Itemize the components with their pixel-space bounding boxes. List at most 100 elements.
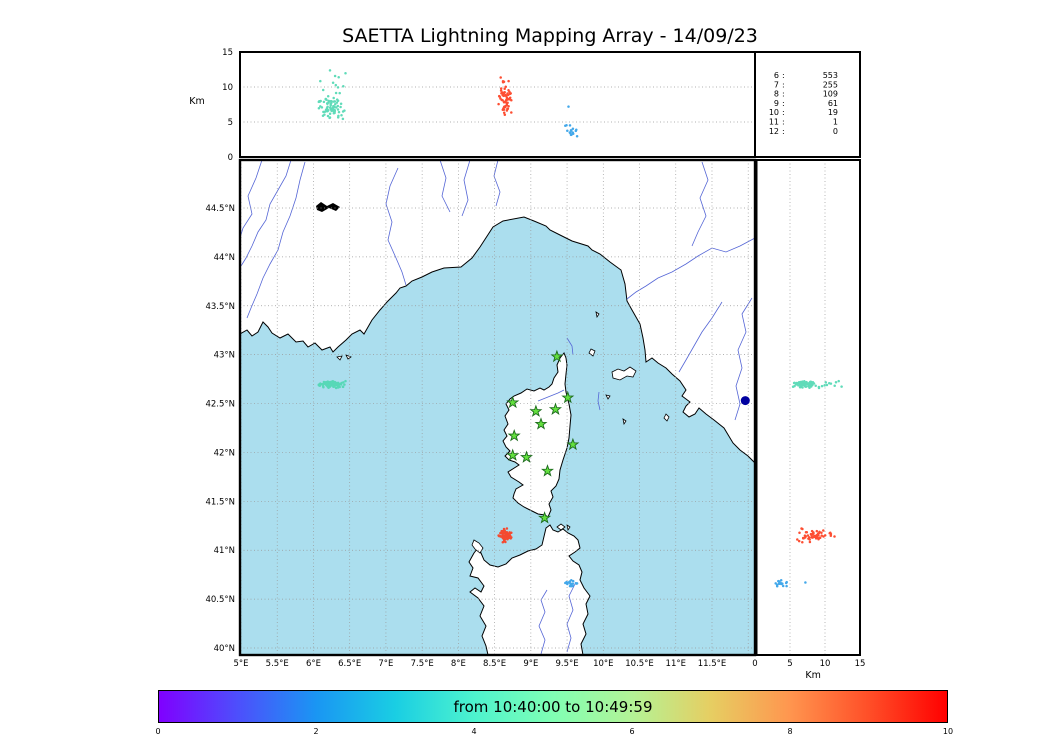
scatter-cell-sardinia [564, 105, 579, 138]
altitude-axis-label-bottom: Km [805, 670, 820, 681]
figure-title: SAETTA Lightning Mapping Array - 14/09/2… [342, 25, 758, 47]
svg-text::: : [782, 127, 785, 136]
scatter-cell-south [497, 76, 513, 116]
svg-text::: : [782, 99, 785, 108]
station-star-icon [561, 390, 575, 404]
latitude-tick-labels: 44.5°N 44°N 43.5°N 43°N 42.5°N 42°N 41.5°N 41°N… [205, 204, 235, 654]
coastline-island [588, 348, 596, 357]
svg-text:61: 61 [828, 99, 838, 108]
lake-shape [316, 202, 340, 212]
svg-text::: : [782, 80, 785, 89]
svg-text::: : [782, 71, 785, 80]
station-star-icon [529, 404, 543, 417]
svg-text:44.5°N: 44.5°N [205, 204, 235, 214]
svg-text:10: 10 [769, 108, 779, 117]
svg-text:553: 553 [823, 71, 838, 80]
svg-text:109: 109 [823, 90, 838, 99]
svg-text:255: 255 [823, 80, 838, 89]
coastline-island [566, 524, 571, 532]
stats-panel-border [754, 51, 861, 158]
scatter-cell-west [317, 69, 347, 121]
svg-text:40.5°N: 40.5°N [205, 595, 235, 605]
altitude-longitude-panel: 15 10 5 0 Km [189, 48, 756, 163]
svg-text:0: 0 [752, 659, 757, 669]
svg-text:44°N: 44°N [214, 253, 235, 263]
station-star-icon [538, 511, 552, 524]
svg-text:0: 0 [228, 153, 233, 163]
svg-text:5°E: 5°E [233, 659, 248, 669]
svg-text:9.5°E: 9.5°E [555, 659, 578, 669]
coastline-island [336, 355, 343, 361]
svg-text:10.5°E: 10.5°E [625, 659, 654, 669]
altitude-axis-label: Km [189, 96, 204, 107]
svg-text:5.5°E: 5.5°E [266, 659, 289, 669]
scatter-cell-west [317, 379, 347, 390]
svg-text:0: 0 [833, 127, 838, 136]
station-star-icon [506, 395, 520, 409]
svg-text:15: 15 [855, 659, 866, 669]
coastline-island [611, 366, 637, 381]
source-count-panel: 6: 553 7: 255 8: 109 9: 61 10: 19 11: 1 12: 0 [754, 51, 861, 158]
svg-text:11.5°E: 11.5°E [698, 659, 727, 669]
svg-text:9: 9 [774, 99, 779, 108]
scatter-cell-south [497, 527, 513, 544]
map-panel [238, 158, 757, 657]
coastline-sardinia [468, 524, 591, 655]
svg-text:11: 11 [769, 118, 779, 127]
svg-text:40°N: 40°N [214, 644, 235, 654]
svg-text:8°E: 8°E [451, 659, 466, 669]
rivers [240, 160, 755, 655]
colorbar-tick-label: 2 [313, 727, 319, 736]
svg-text:41°N: 41°N [214, 546, 235, 556]
svg-text:43°N: 43°N [214, 351, 235, 361]
scatter-cell-west [791, 379, 843, 390]
svg-text::: : [782, 90, 785, 99]
colorbar-tick-label: 10 [942, 727, 954, 736]
coastline-island [605, 394, 611, 400]
svg-text:10: 10 [820, 659, 831, 669]
scatter-cell-south [796, 527, 836, 544]
svg-text:42°N: 42°N [214, 448, 235, 458]
svg-text:5: 5 [228, 118, 233, 128]
svg-text:7°E: 7°E [378, 659, 393, 669]
colorbar-tick-label: 6 [629, 727, 635, 736]
svg-text:41.5°N: 41.5°N [205, 497, 235, 507]
time-colorbar: from 10:40:00 to 10:49:59 [158, 690, 948, 723]
station-star-icon [507, 428, 521, 442]
svg-text:9°E: 9°E [523, 659, 538, 669]
colorbar-tick-label: 4 [471, 727, 477, 736]
svg-text:19: 19 [828, 108, 838, 117]
coastline-island [663, 413, 670, 422]
colorbar-tick-label: 0 [155, 727, 161, 736]
svg-text:11°E: 11°E [666, 659, 686, 669]
station-star-icon [566, 437, 580, 451]
altitude-latitude-panel: 0 5 10 15 Km [752, 159, 866, 681]
coastline-island [471, 539, 484, 554]
colorbar-time-range-label: from 10:40:00 to 10:49:59 [453, 697, 653, 716]
svg-text::: : [782, 118, 785, 127]
coastline-corsica [502, 352, 572, 518]
coastline-island [595, 311, 600, 319]
svg-text:6.5°E: 6.5°E [338, 659, 361, 669]
svg-text:43.5°N: 43.5°N [205, 302, 235, 312]
station-star-icon [520, 450, 533, 463]
svg-text:6°E: 6°E [306, 659, 321, 669]
station-star-icon [548, 402, 562, 416]
svg-text:5: 5 [787, 659, 792, 669]
svg-text:12: 12 [769, 127, 779, 136]
scatter-cell-sardinia [774, 579, 807, 588]
station-star-icon [541, 464, 554, 477]
colorbar-tick-label: 8 [787, 727, 793, 736]
scatter-cell-sardinia [564, 579, 579, 588]
svg-text:7.5°E: 7.5°E [411, 659, 434, 669]
svg-text:7: 7 [774, 80, 779, 89]
highlight-dot-marker [740, 396, 750, 406]
svg-text:42.5°N: 42.5°N [205, 400, 235, 410]
svg-text:10: 10 [222, 83, 233, 93]
coastline-island [556, 523, 566, 531]
station-star-icon [534, 417, 548, 430]
svg-text:8.5°E: 8.5°E [483, 659, 506, 669]
svg-text:1: 1 [833, 118, 838, 127]
